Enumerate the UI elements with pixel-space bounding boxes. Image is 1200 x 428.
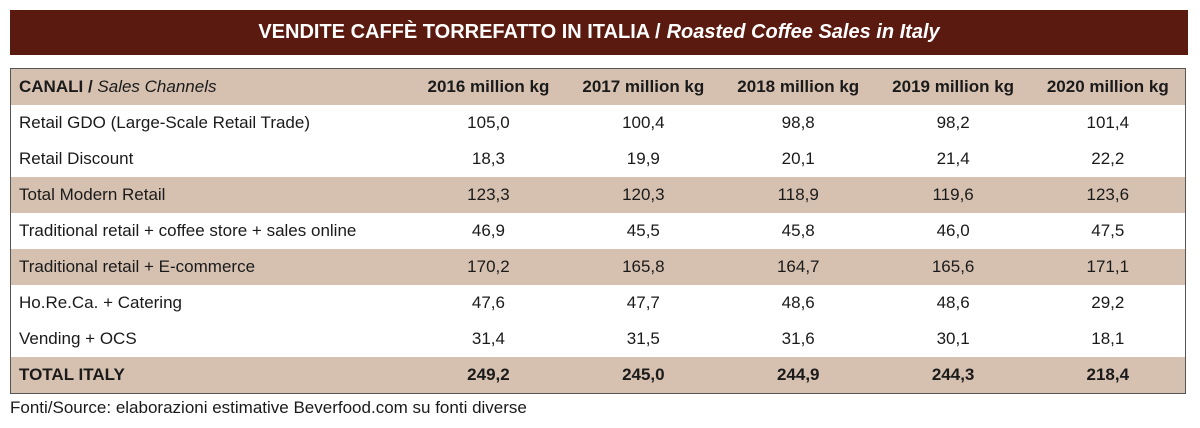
- table-row: TOTAL ITALY 249,2 245,0 244,9 244,3 218,4: [10, 357, 1186, 394]
- cell: 30,1: [936, 329, 970, 348]
- cell: 101,4: [1086, 113, 1130, 132]
- table-row: Ho.Re.Ca. + Catering 47,6 47,7 48,6 48,6 29,2: [11, 285, 1186, 321]
- cell: 46,9: [471, 221, 505, 240]
- cell: 98,8: [781, 113, 815, 132]
- cell: 19,9: [626, 149, 660, 168]
- cell: 98,2: [936, 113, 970, 132]
- source: Fonti/Source: elaborazioni estimative Be…: [10, 398, 527, 417]
- header-channel: CANALI /: [19, 77, 93, 96]
- cell: 244,9: [776, 365, 820, 384]
- cell: 31,5: [626, 329, 660, 348]
- cell: 47,5: [1091, 221, 1125, 240]
- row-label: Ho.Re.Ca. + Catering: [19, 293, 182, 312]
- header-cell: CANALI / Sales Channels: [11, 69, 412, 106]
- header-cell: 2018 million kg: [737, 77, 860, 96]
- header-channel-en: Sales Channels: [97, 77, 217, 96]
- cell: 29,2: [1091, 293, 1125, 312]
- cell: 119,6: [932, 185, 974, 204]
- cell: 21,4: [936, 149, 970, 168]
- cell: 165,8: [622, 257, 665, 276]
- cell: 18,1: [1091, 329, 1125, 348]
- table-row: Retail Discount 18,3 19,9 20,1 21,4 22,2: [11, 141, 1186, 177]
- title-bar: VENDITE CAFFÈ TORREFATTO IN ITALIA / Roa…: [10, 10, 1188, 55]
- cell: 18,3: [471, 149, 505, 168]
- cell: 171,1: [1086, 257, 1130, 276]
- cell: 218,4: [1086, 365, 1130, 384]
- header-cell: 2017 million kg: [582, 77, 705, 96]
- cell: 123,3: [467, 185, 510, 204]
- row-label: Retail Discount: [19, 149, 134, 168]
- cell: 47,7: [626, 293, 660, 312]
- cell: 170,2: [467, 257, 510, 276]
- cell: 123,6: [1086, 185, 1130, 204]
- header-cell: 2019 million kg: [892, 77, 1015, 96]
- cell: 45,5: [626, 221, 660, 240]
- row-label: Retail GDO (Large-Scale Retail Trade): [19, 113, 311, 132]
- table-body: CANALI / Sales Channels 2016 million kg 20…: [10, 68, 1186, 394]
- table-row: Traditional retail + coffee store + sale…: [11, 213, 1186, 249]
- cell: 46,0: [936, 221, 970, 240]
- title: VENDITE CAFFÈ TORREFATTO IN ITALIA /: [258, 21, 661, 43]
- row-label: Traditional retail + coffee store + sale…: [19, 221, 357, 240]
- cell: 31,6: [781, 329, 815, 348]
- cell: 48,6: [781, 293, 815, 312]
- row-label: Traditional retail + E-commerce: [19, 257, 256, 276]
- header-cell: 2020 million kg: [1046, 77, 1169, 96]
- row-label: Vending + OCS: [19, 329, 137, 348]
- cell: 249,2: [467, 365, 510, 384]
- cell: 120,3: [622, 185, 665, 204]
- table-row: Retail GDO (Large-Scale Retail Trade) 105…: [11, 105, 1186, 141]
- cell: 118,9: [777, 185, 819, 204]
- cell: 22,2: [1091, 149, 1125, 168]
- cell: 244,3: [931, 365, 975, 384]
- row-label: Total Modern Retail: [19, 185, 166, 204]
- table-row: Vending + OCS 31,4 31,5 31,6 30,1 18,1: [11, 321, 1186, 357]
- header-row: CANALI / Sales Channels 2016 million kg 20…: [10, 68, 1186, 106]
- cell: 164,7: [776, 257, 820, 276]
- cell: 100,4: [622, 113, 665, 132]
- table: CANALI / Sales Channels 2016 million kg 20…: [10, 68, 1186, 394]
- cell: 45,8: [781, 221, 815, 240]
- table-row: Traditional retail + E-commerce 170,2 165,…: [10, 249, 1186, 285]
- cell: 20,1: [781, 149, 815, 168]
- cell: 245,0: [622, 365, 665, 384]
- table-row: Total Modern Retail 123,3 120,3 118,9 119,6 1…: [10, 177, 1186, 213]
- row-label: TOTAL ITALY: [19, 365, 125, 384]
- subtitle: Roasted Coffee Sales in Italy: [666, 21, 940, 43]
- cell: 48,6: [936, 293, 970, 312]
- cell: 165,6: [931, 257, 975, 276]
- cell: 105,0: [467, 113, 510, 132]
- cell: 31,4: [471, 329, 505, 348]
- cell: 47,6: [471, 293, 505, 312]
- header-cell: 2016 million kg: [427, 77, 550, 96]
